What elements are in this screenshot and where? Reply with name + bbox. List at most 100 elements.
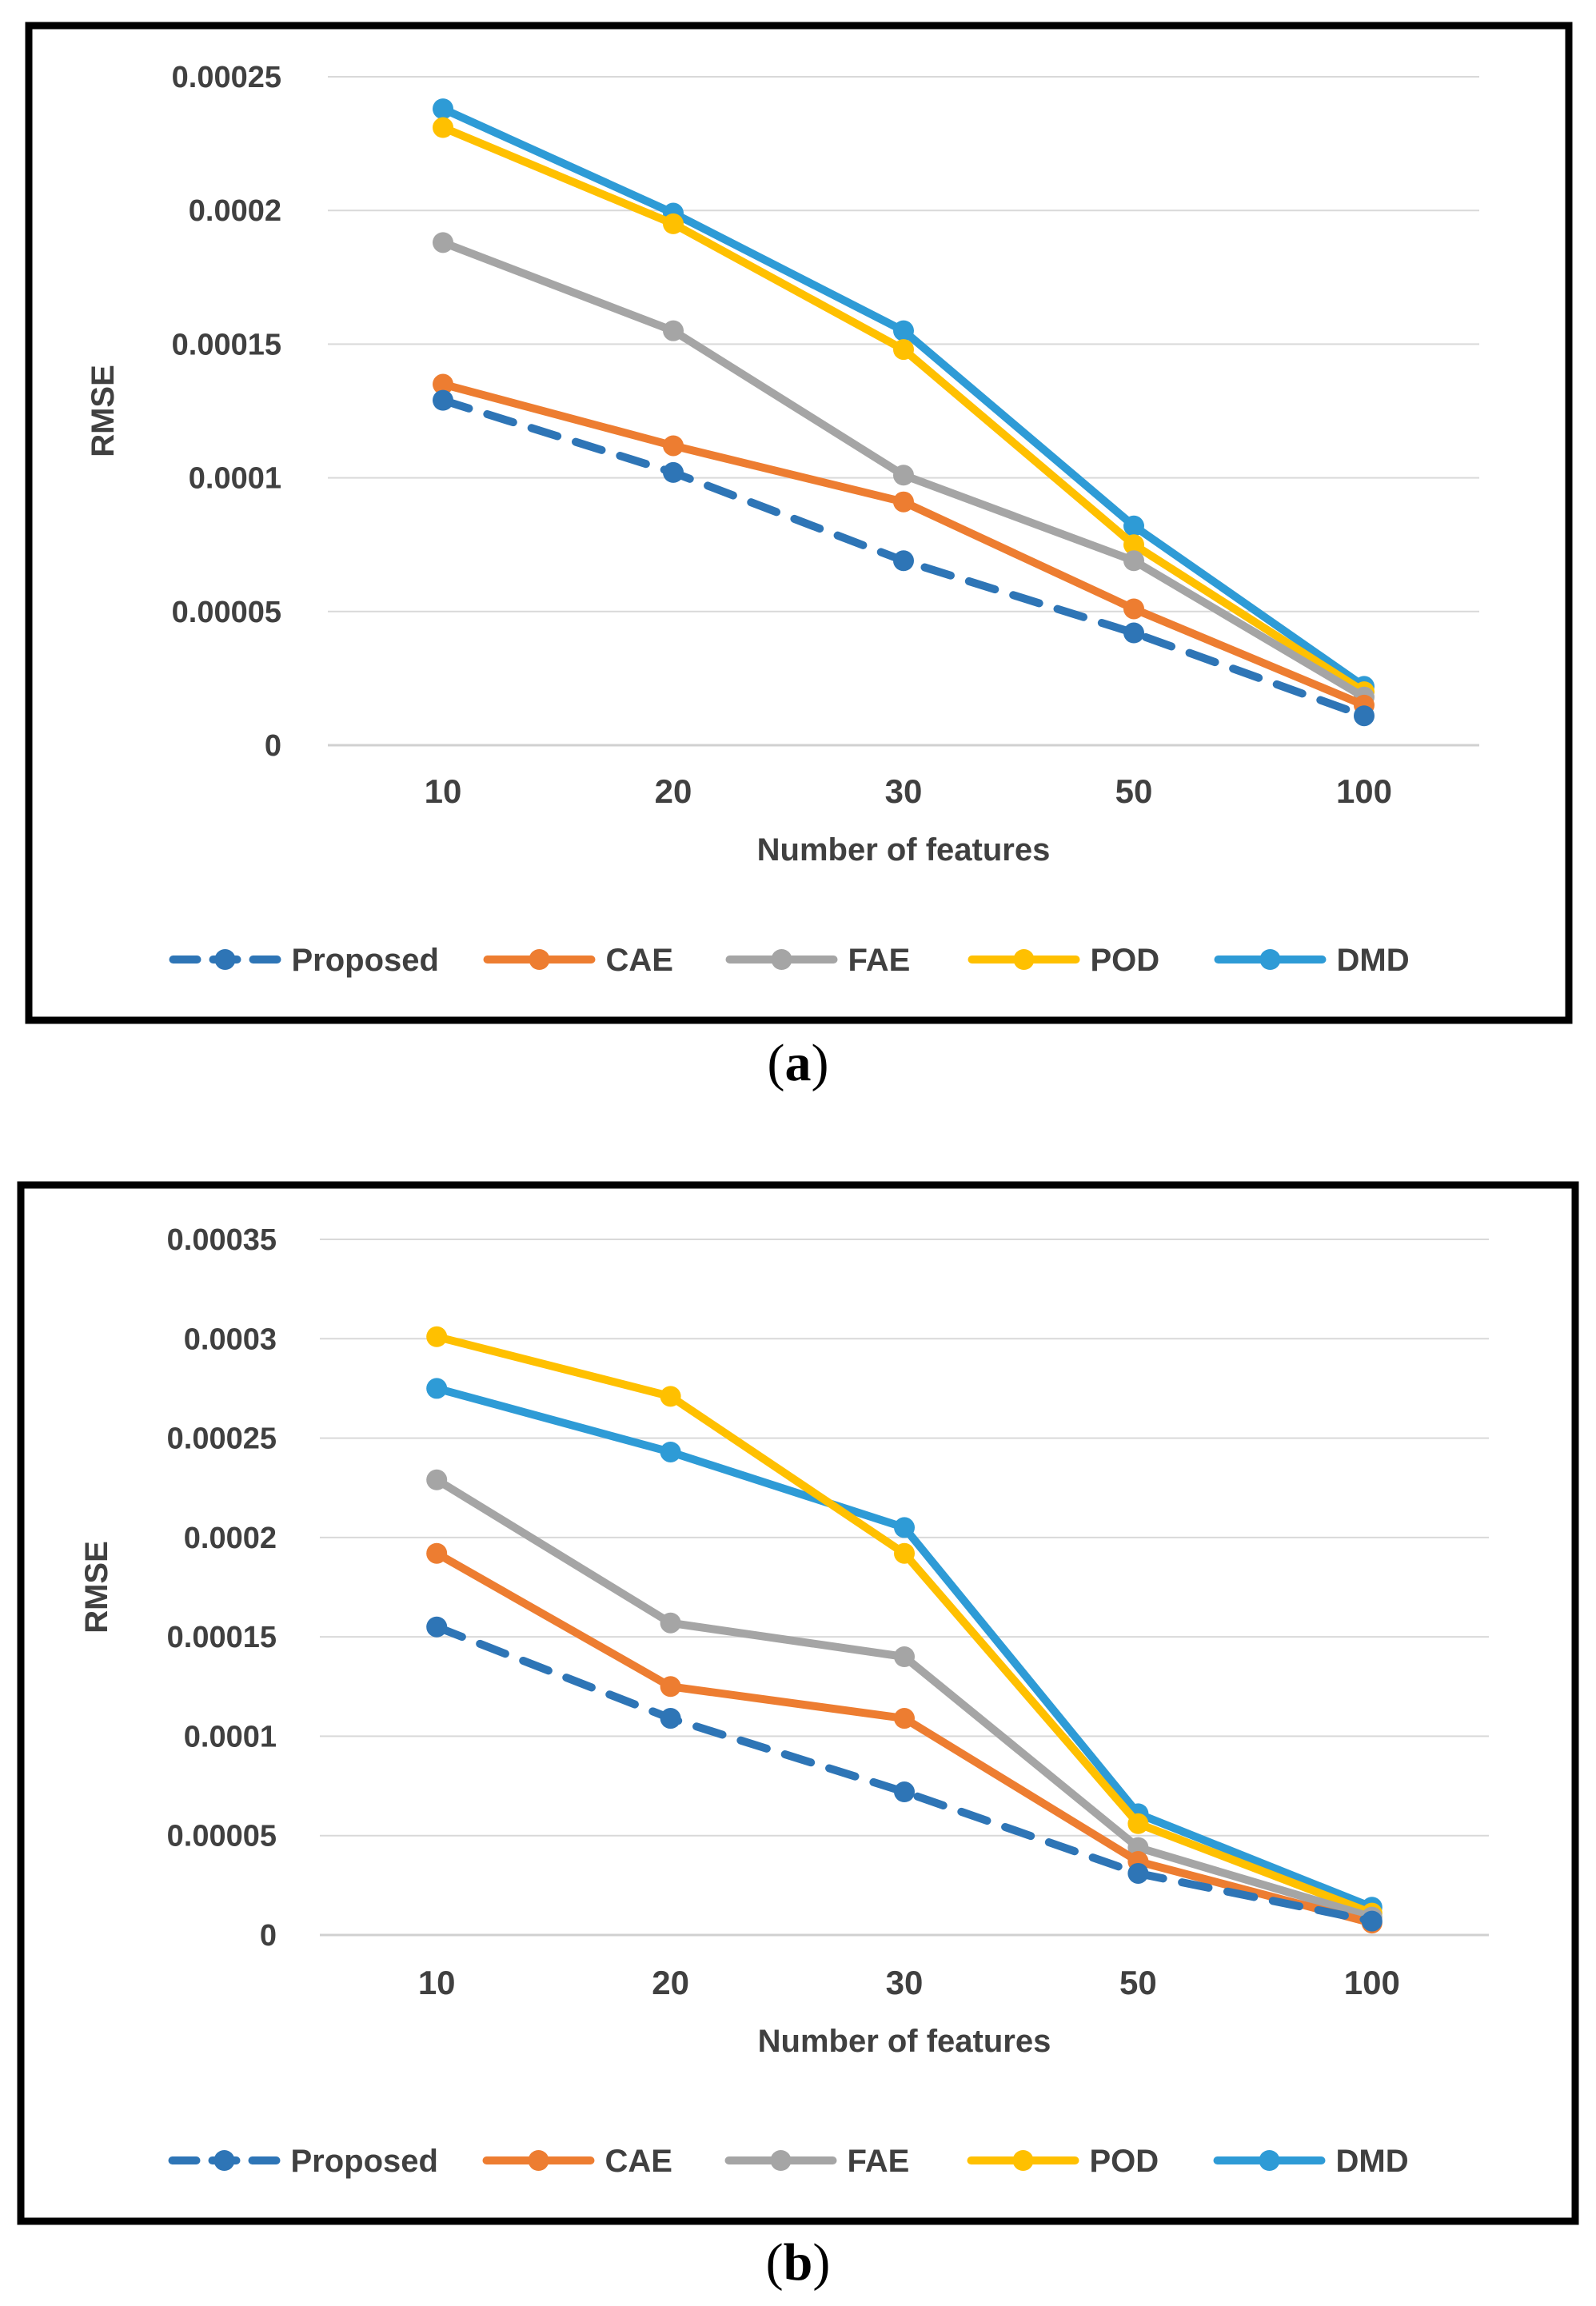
data-point-pod <box>426 1326 448 1347</box>
y-tick-label: 0.00015 <box>167 1621 277 1654</box>
data-point-cae <box>433 373 453 395</box>
x-tick-label: 50 <box>1119 1964 1157 2001</box>
data-point-proposed <box>894 1781 915 1803</box>
chart-a: 0 0.00005 0.0001 0.00015 0.0002 0.00025 10 20 30… <box>25 22 1573 1024</box>
legend-marker-cae <box>528 2150 549 2171</box>
legend-label-fae: FAE <box>848 2144 910 2179</box>
legend-marker-pod <box>1013 949 1035 970</box>
y-tick-label: 0.0001 <box>184 1720 277 1753</box>
data-point-pod <box>1127 1813 1149 1834</box>
data-point-dmd <box>433 98 453 120</box>
data-point-dmd <box>426 1378 448 1399</box>
y-axis-title: RMSE <box>79 1541 114 1634</box>
data-point-dmd <box>894 1517 915 1538</box>
legend-item-dmd: DMD <box>1213 2144 1409 2179</box>
data-point-dmd <box>660 1441 681 1462</box>
x-tick-label: 10 <box>418 1964 456 2001</box>
x-tick-label: 100 <box>1344 1964 1400 2001</box>
x-tick-label: 100 <box>1336 772 1392 810</box>
legend-label-proposed: Proposed <box>291 2144 438 2179</box>
x-tick-label: 20 <box>652 1964 689 2001</box>
y-tick-label: 0.00035 <box>167 1223 277 1257</box>
legend-item-proposed: Proposed <box>168 2144 438 2179</box>
data-point-proposed <box>433 389 453 411</box>
x-axis-title: Number of features <box>758 2024 1051 2059</box>
y-tick-label: 0.0001 <box>189 462 281 496</box>
y-tick-label: 0 <box>265 729 281 763</box>
legend-label-proposed: Proposed <box>292 943 439 978</box>
y-tick-label: 0.0002 <box>189 194 281 228</box>
data-point-dmd <box>1123 515 1144 537</box>
data-point-fae <box>894 1646 915 1667</box>
y-tick-label: 0.00015 <box>172 328 281 361</box>
data-point-fae <box>660 1612 681 1634</box>
data-point-cae <box>660 1676 681 1698</box>
data-point-proposed <box>1361 1910 1383 1932</box>
chart-b: 0 0.00005 0.0001 0.00015 0.0002 0.00025 0.0003… <box>17 1181 1579 2225</box>
data-point-fae <box>663 320 684 341</box>
legend-item-fae: FAE <box>724 2144 910 2179</box>
y-tick-label: 0.0003 <box>184 1323 277 1356</box>
chart-panel-b: 0 0.00005 0.0001 0.00015 0.0002 0.00025 0.0003… <box>0 1175 1596 2231</box>
y-tick-label: 0.00005 <box>172 596 281 629</box>
data-point-proposed <box>426 1616 448 1638</box>
data-point-cae <box>1123 598 1144 620</box>
data-point-pod <box>663 213 684 234</box>
series-line-proposed <box>433 1622 1376 1925</box>
data-point-pod <box>660 1386 681 1407</box>
data-point-proposed <box>1127 1862 1149 1884</box>
data-point-cae <box>894 1708 915 1730</box>
data-point-pod <box>1123 534 1144 556</box>
x-tick-label: 10 <box>425 772 462 810</box>
x-tick-label: 50 <box>1115 772 1153 810</box>
data-point-fae <box>426 1469 448 1490</box>
data-point-fae <box>893 465 914 486</box>
caption-b-label: b <box>783 2233 813 2292</box>
data-point-cae <box>893 491 914 513</box>
x-axis-title: Number of features <box>757 832 1051 868</box>
legend-label-cae: CAE <box>605 2144 672 2179</box>
x-tick-label: 30 <box>885 772 923 810</box>
data-point-pod <box>433 117 453 138</box>
data-point-proposed <box>1354 705 1375 727</box>
data-point-dmd <box>893 320 914 341</box>
legend-item-pod: POD <box>968 943 1160 978</box>
legend-marker-proposed <box>214 949 236 970</box>
y-tick-label: 0.00025 <box>167 1422 277 1456</box>
data-point-proposed <box>893 550 914 572</box>
legend-marker-pod <box>1012 2150 1034 2171</box>
data-point-pod <box>894 1542 915 1564</box>
y-tick-label: 0 <box>260 1919 277 1953</box>
y-axis-title: RMSE <box>86 365 121 457</box>
y-tick-label: 0.00025 <box>172 61 281 94</box>
data-point-pod <box>893 339 914 361</box>
caption-b: (b) <box>765 2233 831 2292</box>
legend-marker-fae <box>770 2150 792 2171</box>
legend-marker-dmd <box>1259 949 1281 970</box>
data-point-proposed <box>660 1708 681 1730</box>
legend-item-dmd: DMD <box>1214 943 1410 978</box>
legend-item-fae: FAE <box>725 943 911 978</box>
caption-a-label: a <box>784 1034 812 1092</box>
legend-label-dmd: DMD <box>1336 2144 1409 2179</box>
data-point-cae <box>663 435 684 457</box>
legend-marker-proposed <box>213 2150 235 2171</box>
data-point-proposed <box>663 461 684 483</box>
y-tick-label: 0.00005 <box>167 1820 277 1853</box>
legend-item-cae: CAE <box>483 943 673 978</box>
legend-item-proposed: Proposed <box>169 943 439 978</box>
y-tick-label: 0.0002 <box>184 1522 277 1555</box>
legend-marker-dmd <box>1259 2150 1280 2171</box>
legend-label-pod: POD <box>1091 943 1160 978</box>
data-point-fae <box>1123 550 1144 572</box>
data-point-proposed <box>1123 622 1144 644</box>
legend-label-cae: CAE <box>606 943 673 978</box>
legend-item-pod: POD <box>967 2144 1159 2179</box>
legend-item-cae: CAE <box>482 2144 672 2179</box>
data-point-fae <box>433 232 453 253</box>
legend-marker-fae <box>771 949 792 970</box>
chart-panel-a: 0 0.00005 0.0001 0.00015 0.0002 0.00025 10 20 30… <box>0 0 1596 1039</box>
x-tick-label: 20 <box>655 772 692 810</box>
legend-label-dmd: DMD <box>1337 943 1410 978</box>
legend-label-fae: FAE <box>848 943 911 978</box>
